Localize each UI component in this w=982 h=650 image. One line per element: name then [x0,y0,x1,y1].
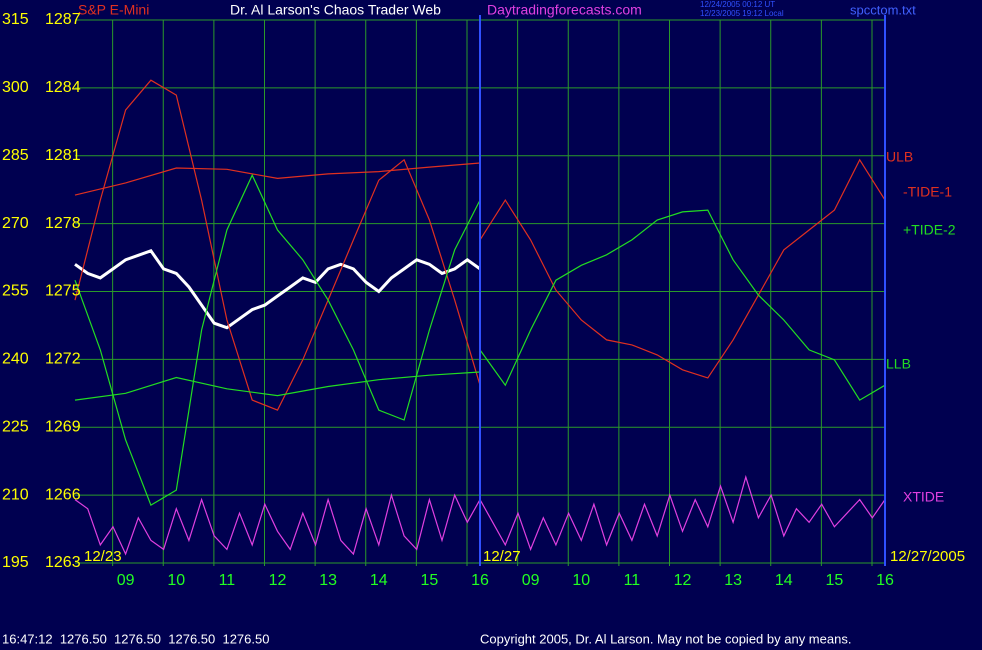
y2-tick-label: 1269 [45,418,81,435]
x-tick-label: 12 [269,572,287,589]
x-tick-label: 13 [319,572,337,589]
timestamp: 12/23/2005 19:12 Local [700,9,784,18]
series-line [74,249,481,330]
y-tick-label: 285 [2,147,29,164]
file-name: spcctom.txt [850,2,916,17]
y2-tick-label: 1278 [45,215,81,232]
legend-label: LLB [886,356,911,372]
x-tick-label: 15 [825,572,843,589]
legend-label: -TIDE-1 [903,184,952,200]
x-tick-label: 13 [724,572,742,589]
copyright: Copyright 2005, Dr. Al Larson. May not b… [480,631,851,646]
y2-tick-label: 1284 [45,79,81,96]
legend-label: ULB [886,149,913,165]
y-tick-label: 255 [2,283,29,300]
instrument: S&P E-Mini [78,2,149,18]
y-tick-label: 240 [2,351,29,368]
x-tick-label: 12 [674,572,692,589]
timestamp: 12/24/2005 00:12 UT [700,0,775,9]
y-tick-label: 225 [2,418,29,435]
y-tick-label: 300 [2,79,29,96]
x-tick-label: 10 [167,572,185,589]
y2-tick-label: 1275 [45,283,81,300]
series-lines [74,79,886,556]
y2-tick-label: 1272 [45,351,81,368]
x-tick-label: 14 [775,572,793,589]
series-line [74,162,481,196]
day-label: 12/27/2005 [890,548,965,565]
x-tick-label: 16 [471,572,489,589]
y-tick-label: 195 [2,554,29,571]
grid [75,19,885,566]
series-line [74,173,886,506]
chart-title: Dr. Al Larson's Chaos Trader Web [230,2,441,18]
website: Daytradingforecasts.com [487,2,642,18]
day-label: 12/27 [483,548,521,565]
legend-label: +TIDE-2 [903,222,956,238]
x-tick-label: 11 [624,572,641,589]
x-tick-label: 15 [420,572,438,589]
x-tick-label: 09 [522,572,540,589]
y-tick-label: 315 [2,11,29,28]
series-line [74,79,886,411]
y2-tick-label: 1287 [45,11,81,28]
y-tick-label: 270 [2,215,29,232]
x-tick-label: 16 [876,572,894,589]
y2-tick-label: 1263 [45,554,81,571]
y2-tick-label: 1266 [45,486,81,503]
y-tick-label: 210 [2,486,29,503]
x-tick-label: 14 [370,572,388,589]
series-line [74,371,481,401]
status-line: 16:47:12 1276.50 1276.50 1276.50 1276.50 [2,631,269,646]
x-tick-label: 10 [572,572,590,589]
legend-label: XTIDE [903,489,944,505]
y2-tick-label: 1281 [45,147,81,164]
x-tick-label: 09 [117,572,135,589]
day-label: 12/23 [84,548,122,565]
x-tick-label: 11 [219,572,236,589]
